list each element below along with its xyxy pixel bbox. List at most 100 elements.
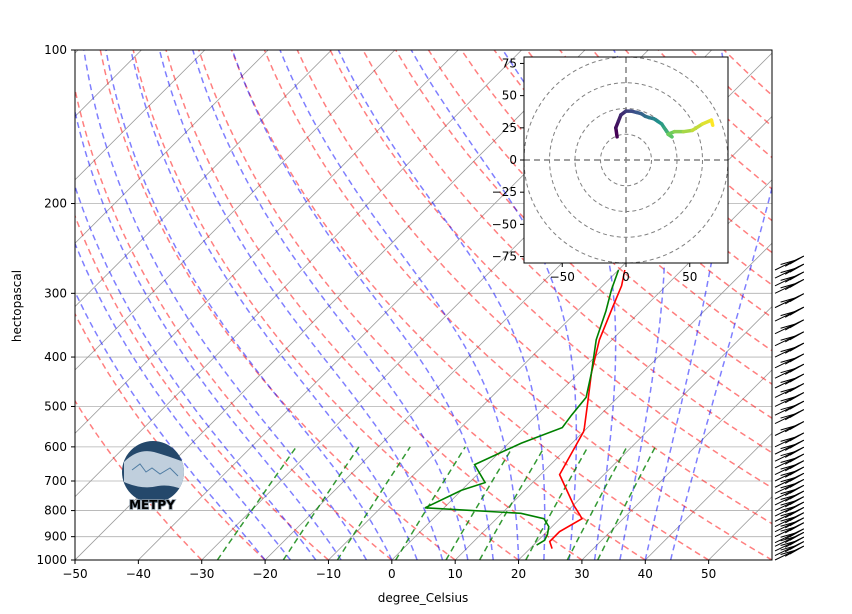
wind-barb — [774, 460, 805, 476]
hodograph-ring-20 — [600, 133, 652, 187]
moist-adiabat — [192, 50, 469, 560]
dry-adiabat — [165, 50, 583, 560]
moist-adiabat — [279, 50, 520, 560]
hodograph-rings — [524, 57, 728, 263]
y-tick-label-1000: 1000 — [36, 553, 67, 567]
hodograph-y-tick-label-0: 0 — [509, 153, 517, 167]
wind-barb — [774, 432, 805, 448]
x-tick-label--10: −10 — [316, 567, 341, 581]
hodograph-x-tick-label-50: 50 — [682, 270, 697, 284]
moist-adiabat — [75, 108, 342, 560]
dry-adiabat — [526, 50, 772, 286]
wind-barb — [774, 392, 805, 407]
isotherm — [75, 50, 522, 498]
moist-adiabat — [105, 50, 393, 560]
hodograph-y-tick-label-25: 25 — [502, 121, 517, 135]
moist-adiabat — [502, 50, 617, 560]
isotherm — [328, 115, 772, 560]
dry-adiabat — [362, 50, 772, 454]
x-tick-label--40: −40 — [126, 567, 151, 581]
wind-barb — [774, 507, 805, 522]
hodograph-segment — [709, 118, 715, 127]
y-tick-label-600: 600 — [44, 440, 67, 454]
wind-barb — [774, 496, 805, 512]
wind-barbs — [774, 255, 805, 561]
isotherm — [75, 50, 459, 434]
x-tick-label-50: 50 — [701, 567, 716, 581]
mixing-ratio-line — [525, 446, 589, 560]
isotherm — [75, 50, 269, 244]
dewpoint-profile — [424, 269, 620, 546]
wind-barb — [774, 531, 805, 547]
mixing-ratio-line — [395, 446, 466, 560]
wind-barb — [774, 545, 805, 561]
wind-barb — [774, 528, 805, 544]
hodograph-x-tick-label-0: 0 — [622, 270, 630, 284]
hodograph-segment — [690, 122, 705, 133]
mixing-ratio-line — [216, 446, 297, 560]
dry-adiabat — [132, 50, 519, 560]
hodograph-y-tick-label-75: 75 — [502, 56, 517, 70]
temperature-profile — [548, 269, 626, 549]
y-tick-label-500: 500 — [44, 399, 67, 413]
wind-barb — [774, 373, 805, 389]
wind-barb — [774, 536, 805, 552]
x-tick-label-30: 30 — [574, 567, 589, 581]
y-axis-ticks: 1000 900 800 700 600 500 400 300 200 100 — [36, 43, 75, 567]
moist-adiabat — [75, 241, 292, 560]
x-tick-label-20: 20 — [511, 567, 526, 581]
dry-adiabat — [75, 399, 203, 560]
moist-adiabat — [158, 50, 444, 560]
wind-barb — [774, 271, 805, 287]
dry-adiabat — [75, 86, 393, 560]
x-tick-label--20: −20 — [252, 567, 277, 581]
wind-barb — [774, 522, 805, 538]
mixing-ratio-line — [566, 446, 628, 560]
wind-barb — [774, 293, 805, 309]
hodograph-y-tick-label-50: 50 — [502, 89, 517, 103]
isotherm — [75, 50, 332, 308]
wind-barb — [774, 478, 805, 494]
wind-barb — [774, 331, 805, 347]
hodograph-ticks: −50 0 50 −75 −50 −25 0 25 50 75 — [492, 56, 698, 284]
y-tick-label-800: 800 — [44, 504, 67, 518]
moist-adiabat — [75, 184, 317, 560]
x-tick-label--30: −30 — [189, 567, 214, 581]
isotherm — [644, 432, 772, 560]
wind-barb — [774, 466, 805, 482]
logo-wordmark: METPY — [129, 498, 175, 512]
wind-barb — [774, 501, 805, 517]
metpy-logo: METPY — [122, 441, 184, 513]
x-tick-label-10: 10 — [448, 567, 463, 581]
moist-adiabat — [75, 290, 266, 560]
y-tick-label-900: 900 — [44, 530, 67, 544]
wind-barb — [774, 363, 805, 379]
hodograph-x-tick-label--50: −50 — [550, 270, 575, 284]
wind-barb — [774, 319, 805, 335]
wind-barb — [774, 446, 805, 462]
dry-adiabat — [263, 50, 772, 560]
y-tick-label-200: 200 — [44, 197, 67, 211]
wind-barb — [774, 453, 805, 469]
wind-barb — [774, 517, 805, 533]
wind-barb — [774, 263, 805, 279]
wind-barb — [774, 490, 805, 506]
wind-barb — [774, 383, 805, 398]
isotherm — [518, 305, 772, 560]
mixing-ratio-line — [597, 446, 656, 560]
hodograph-y-tick-label--25: −25 — [492, 185, 517, 199]
dry-adiabat — [75, 312, 266, 560]
wind-barb — [774, 342, 805, 358]
dry-adiabat — [198, 50, 646, 560]
wind-barb — [774, 353, 805, 369]
y-tick-label-700: 700 — [44, 474, 67, 488]
dry-adiabat-lines — [75, 50, 772, 560]
wind-barb — [774, 439, 805, 455]
wind-barb — [774, 541, 805, 556]
isotherm — [75, 50, 206, 181]
hodograph-y-tick-label--50: −50 — [492, 217, 517, 231]
x-tick-label--50: −50 — [62, 567, 87, 581]
x-axis-label: degree_Celsius — [378, 591, 469, 605]
isotherm — [391, 179, 772, 560]
